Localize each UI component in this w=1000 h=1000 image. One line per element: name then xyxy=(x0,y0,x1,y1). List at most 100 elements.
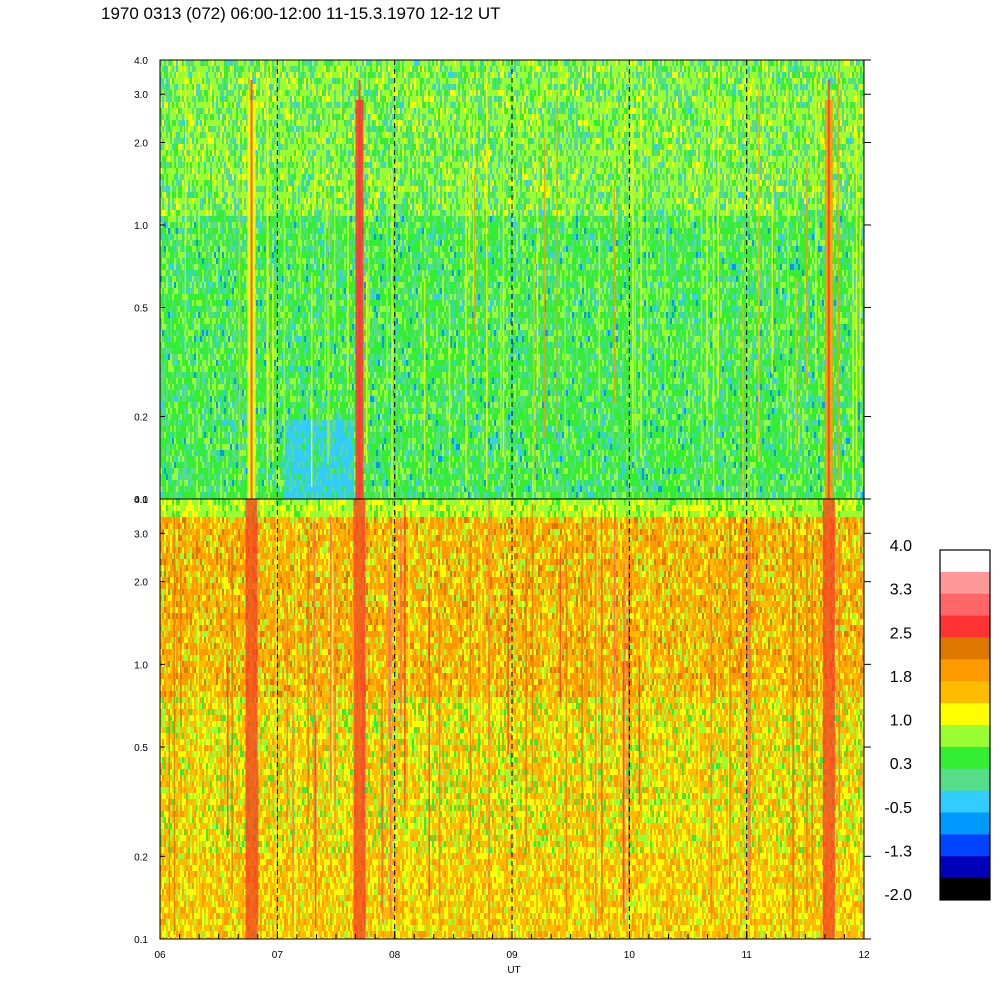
spectrogram-cell xyxy=(280,246,283,253)
spectrogram-cell xyxy=(294,138,297,145)
spectrogram-cell xyxy=(284,150,287,157)
spectrogram-cell xyxy=(204,246,207,253)
spectrogram-cell xyxy=(212,384,215,391)
spectrogram-cell xyxy=(232,144,235,151)
spectrogram-cell xyxy=(176,180,179,187)
spectrogram-cell xyxy=(260,144,263,151)
spectrogram-cell xyxy=(238,168,241,175)
spectrogram-cell xyxy=(222,192,225,199)
spectrogram-cell xyxy=(216,66,219,73)
spectrogram-cell xyxy=(270,162,273,169)
spectrogram-cell xyxy=(180,186,183,193)
spectrogram-cell xyxy=(182,96,185,103)
spectrogram-cell xyxy=(278,420,281,427)
spectrogram-cell xyxy=(202,210,205,217)
spectrogram-cell xyxy=(280,474,283,481)
spectrogram-cell xyxy=(202,462,205,469)
spectrogram-cell xyxy=(246,186,249,193)
spectrogram-cell xyxy=(230,204,233,211)
spectrogram-cell xyxy=(184,378,187,385)
spectrogram-cell xyxy=(218,258,221,265)
spectrogram-cell xyxy=(170,486,173,493)
spectrogram-cell xyxy=(278,348,281,355)
spectrogram-cell xyxy=(162,138,165,145)
spectrogram-cell xyxy=(196,372,199,379)
spectrogram-cell xyxy=(230,66,233,73)
spectrogram-cell xyxy=(228,396,231,403)
spectrogram-cell xyxy=(270,396,273,403)
spectrogram-cell xyxy=(286,360,289,367)
spectrogram-cell xyxy=(290,186,293,193)
spectrogram-cell xyxy=(232,78,235,85)
chart-title: 1970 0313 (072) 06:00-12:00 11-15.3.1970… xyxy=(101,4,500,24)
spectrogram-cell xyxy=(200,216,203,223)
spectrogram-cell xyxy=(262,360,265,367)
spectrogram-cell xyxy=(184,456,187,463)
spectrogram-cell xyxy=(264,168,267,175)
spectrogram-cell xyxy=(242,294,245,301)
spectrogram-cell xyxy=(284,330,287,337)
spectrogram-cell xyxy=(264,336,267,343)
spectrogram-cell xyxy=(282,492,285,499)
spectrogram-cell xyxy=(256,288,259,295)
spectrogram-cell xyxy=(210,192,213,199)
spectrogram-cell xyxy=(216,342,219,349)
spectrogram-cell xyxy=(190,60,193,67)
spectrogram-cell xyxy=(262,96,265,103)
spectrogram-cell xyxy=(194,396,197,403)
spectrogram-cell xyxy=(220,234,223,241)
spectrogram-cell xyxy=(208,144,211,151)
spectrogram-cell xyxy=(242,468,245,475)
spectrogram-cell xyxy=(180,288,183,295)
spectrogram-cell xyxy=(216,270,219,277)
spectrogram-cell xyxy=(216,324,219,331)
spectrogram-cell xyxy=(260,240,263,247)
spectrogram-cell xyxy=(288,234,291,241)
spectrogram-cell xyxy=(182,78,185,85)
spectrogram-cell xyxy=(170,228,173,235)
spectrogram-cell xyxy=(182,444,185,451)
spectrogram-cell xyxy=(216,420,219,427)
spectrogram-cell xyxy=(192,246,195,253)
spectrogram-cell xyxy=(206,378,209,385)
spectrogram-cell xyxy=(282,252,285,259)
spectrogram-cell xyxy=(216,210,219,217)
spectrogram-cell xyxy=(164,480,167,487)
spectrogram-cell xyxy=(230,264,233,271)
spectrogram-cell xyxy=(208,84,211,91)
spectrogram-cell xyxy=(224,144,227,151)
spectrogram-cell xyxy=(242,126,245,133)
spectrogram-cell xyxy=(162,162,165,169)
spectrogram-cell xyxy=(214,252,217,259)
spectrogram-cell xyxy=(226,270,229,277)
spectrogram-cell xyxy=(222,450,225,457)
spectrogram-cell xyxy=(268,174,271,181)
spectrogram-cell xyxy=(216,372,219,379)
spectrogram-cell xyxy=(160,306,163,313)
spectrogram-cell xyxy=(246,438,249,445)
spectrogram-cell xyxy=(272,210,275,217)
spectrogram-cell xyxy=(210,168,213,175)
spectrogram-cell xyxy=(228,192,231,199)
spectrogram-cell xyxy=(164,114,167,121)
spectrogram-cell xyxy=(180,72,183,79)
spectrogram-cell xyxy=(176,264,179,271)
spectrogram-cell xyxy=(166,354,169,361)
spectrogram-cell xyxy=(166,384,169,391)
spectrogram-cell xyxy=(242,204,245,211)
spectrogram-cell xyxy=(222,138,225,145)
spectrogram-cell xyxy=(240,228,243,235)
spectrogram-cell xyxy=(218,348,221,355)
spectrogram-cell xyxy=(184,474,187,481)
spectrogram-cell xyxy=(194,252,197,259)
spectrogram-cell xyxy=(268,474,271,481)
spectrogram-cell xyxy=(282,108,285,115)
spectrogram-cell xyxy=(220,96,223,103)
spectrogram-cell xyxy=(228,480,231,487)
spectrogram-cell xyxy=(164,342,167,349)
spectrogram-cell xyxy=(288,390,291,397)
spectrogram-cell xyxy=(282,414,285,421)
spectrogram-cell xyxy=(210,102,213,109)
spectrogram-cell xyxy=(230,258,233,265)
spectrogram-cell xyxy=(232,132,235,139)
